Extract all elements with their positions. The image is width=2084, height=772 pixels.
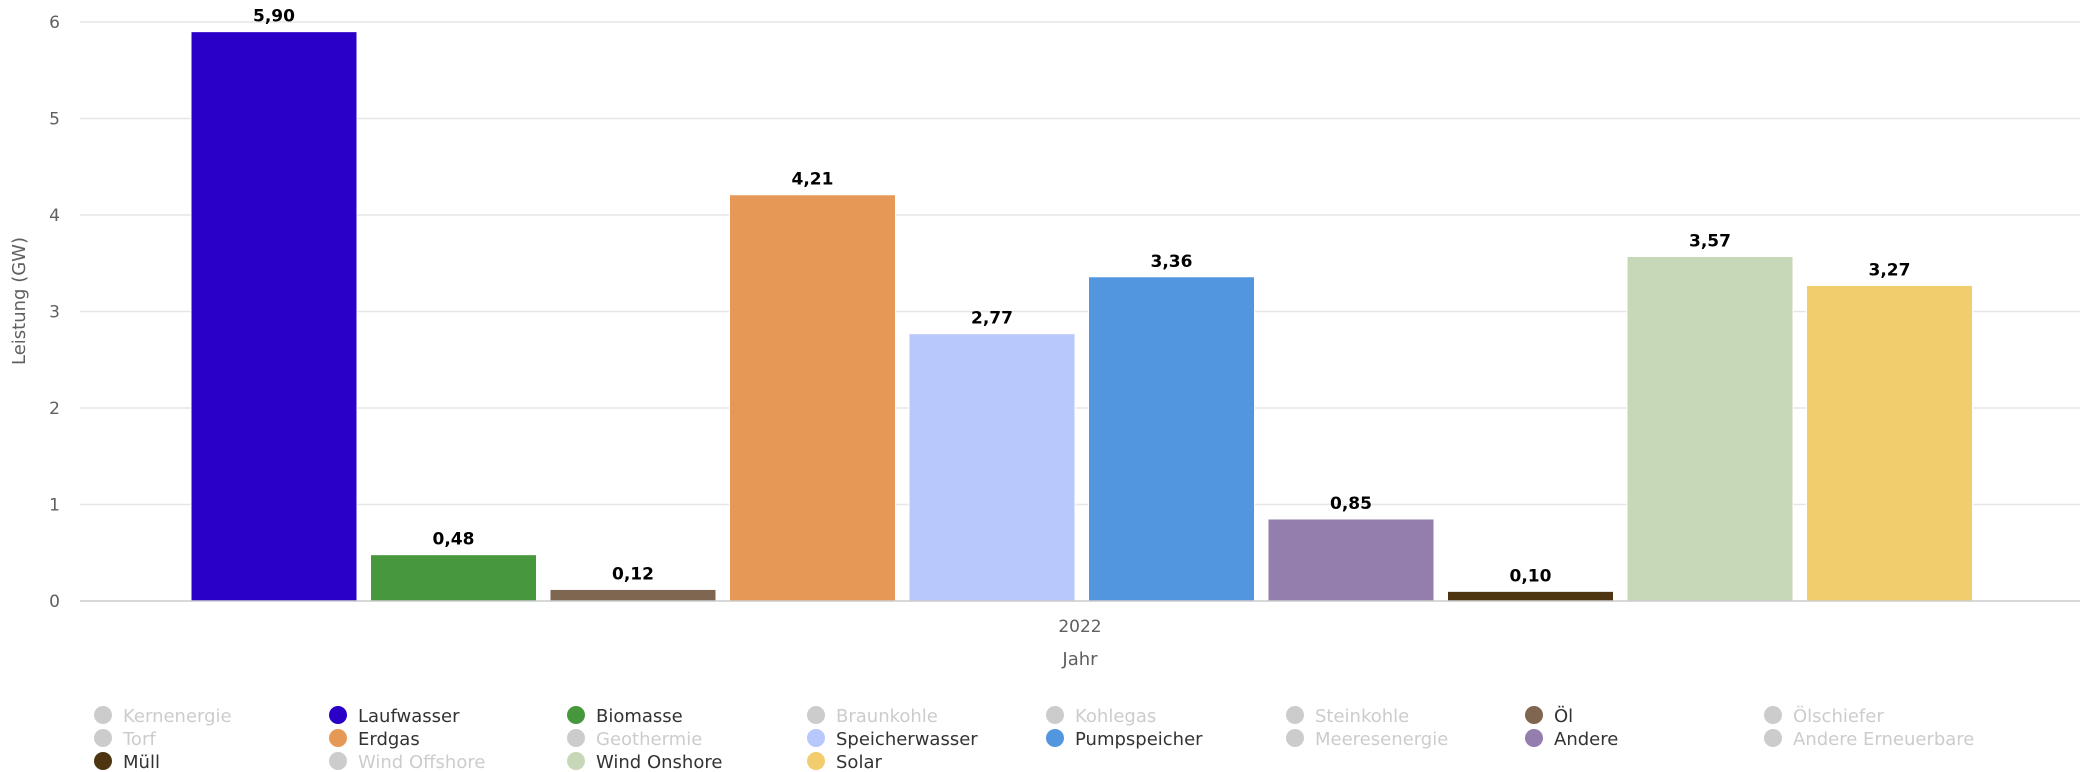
x-tick-label: 2022	[1058, 617, 1101, 637]
legend-marker	[329, 752, 347, 770]
legend-label: Laufwasser	[358, 706, 460, 727]
legend-item[interactable]: Pumpspeicher	[1046, 729, 1203, 750]
legend-item[interactable]: Müll	[94, 752, 160, 772]
bar-wind-onshore[interactable]	[1626, 255, 1794, 602]
bar-erdgas[interactable]	[729, 194, 896, 602]
y-tick-label: 0	[49, 592, 60, 612]
legend-marker	[567, 706, 585, 724]
legend-label: Ölschiefer	[1793, 705, 1884, 727]
y-tick-label: 5	[49, 110, 60, 130]
y-tick-label: 3	[49, 303, 60, 323]
data-label: 4,21	[792, 170, 834, 190]
data-label: 3,57	[1689, 231, 1731, 251]
bars	[190, 31, 1973, 602]
legend-marker	[1764, 729, 1782, 747]
legend-item[interactable]: Braunkohle	[807, 706, 938, 727]
legend-marker	[1046, 706, 1064, 724]
data-label: 3,27	[1869, 260, 1911, 280]
legend-item[interactable]: Kohlegas	[1046, 706, 1156, 727]
legend-label: Solar	[836, 752, 882, 772]
y-tick-label: 1	[49, 496, 60, 516]
legend-item[interactable]: Öl	[1525, 705, 1573, 727]
legend-marker	[1764, 706, 1782, 724]
legend-marker	[94, 752, 112, 770]
legend-marker	[807, 729, 825, 747]
bar-biomasse[interactable]	[370, 554, 537, 602]
data-label: 0,10	[1510, 566, 1552, 586]
legend-item[interactable]: Andere Erneuerbare	[1764, 729, 1974, 750]
legend-item[interactable]: Steinkohle	[1286, 706, 1409, 727]
legend-label: Öl	[1554, 705, 1573, 727]
legend-marker	[807, 752, 825, 770]
legend-item[interactable]: Ölschiefer	[1764, 705, 1884, 727]
bar-laufwasser[interactable]	[190, 31, 358, 602]
legend-item[interactable]: Erdgas	[329, 729, 420, 750]
y-tick-label: 4	[49, 206, 60, 226]
legend-marker	[807, 706, 825, 724]
legend-item[interactable]: Speicherwasser	[807, 729, 978, 750]
legend-marker	[329, 706, 347, 724]
legend-item[interactable]: Geothermie	[567, 729, 702, 750]
y-tick-label: 6	[49, 13, 60, 33]
legend-label: Speicherwasser	[836, 729, 978, 750]
y-tick-label: 2	[49, 399, 60, 419]
legend-label: Wind Offshore	[358, 752, 485, 772]
data-label: 0,48	[433, 530, 475, 550]
legend-marker	[1525, 706, 1543, 724]
legend-label: Andere	[1554, 729, 1618, 750]
legend-label: Kohlegas	[1075, 706, 1156, 727]
legend-marker	[329, 729, 347, 747]
legend-label: Pumpspeicher	[1075, 729, 1203, 750]
legend-item[interactable]: Solar	[807, 752, 882, 772]
legend-marker	[94, 729, 112, 747]
data-label: 3,36	[1151, 252, 1193, 272]
legend-marker	[567, 752, 585, 770]
bar-öl[interactable]	[549, 588, 717, 602]
legend-label: Geothermie	[596, 729, 702, 750]
legend-marker	[1046, 729, 1064, 747]
legend-marker	[1286, 706, 1304, 724]
legend-item[interactable]: Laufwasser	[329, 706, 460, 727]
legend-marker	[1286, 729, 1304, 747]
legend-label: Torf	[122, 729, 156, 750]
y-axis-title: Leistung (GW)	[9, 237, 30, 365]
legend-item[interactable]: Andere	[1525, 729, 1618, 750]
legend-label: Wind Onshore	[596, 752, 722, 772]
legend-item[interactable]: Wind Onshore	[567, 752, 722, 772]
legend-label: Andere Erneuerbare	[1793, 729, 1974, 750]
bar-pumpspeicher[interactable]	[1088, 276, 1255, 602]
legend-marker	[94, 706, 112, 724]
data-label: 0,12	[612, 564, 654, 584]
bar-andere[interactable]	[1267, 518, 1435, 602]
bar-müll[interactable]	[1447, 590, 1614, 602]
legend-marker	[567, 729, 585, 747]
legend-label: Biomasse	[596, 706, 683, 727]
bar-speicherwasser[interactable]	[908, 333, 1076, 602]
legend-label: Braunkohle	[836, 706, 938, 727]
legend-label: Kernenergie	[123, 706, 232, 727]
legend-item[interactable]: Kernenergie	[94, 706, 232, 727]
legend-label: Steinkohle	[1315, 706, 1409, 727]
bar-solar[interactable]	[1806, 284, 1973, 602]
legend-item[interactable]: Biomasse	[567, 706, 683, 727]
legend-label: Müll	[123, 752, 160, 772]
legend-label: Meeresenergie	[1315, 729, 1448, 750]
legend: Kernenergie Laufwasser Biomasse Braunkohle K…	[94, 705, 1974, 772]
data-label: 5,90	[253, 7, 295, 27]
data-label: 0,85	[1330, 494, 1372, 514]
legend-item[interactable]: Wind Offshore	[329, 752, 485, 772]
y-axis-ticks: 0 1 2 3 4 5 6	[49, 13, 60, 612]
data-label: 2,77	[971, 309, 1013, 329]
legend-marker	[1525, 729, 1543, 747]
legend-item[interactable]: Torf	[94, 729, 156, 750]
legend-item[interactable]: Meeresenergie	[1286, 729, 1448, 750]
data-labels: 5,90 0,48 0,12 4,21 2,77 3,36 0,85 0,10 3,57 3,27	[253, 7, 1910, 587]
legend-label: Erdgas	[358, 729, 420, 750]
x-axis-title: Jahr	[1061, 649, 1098, 670]
